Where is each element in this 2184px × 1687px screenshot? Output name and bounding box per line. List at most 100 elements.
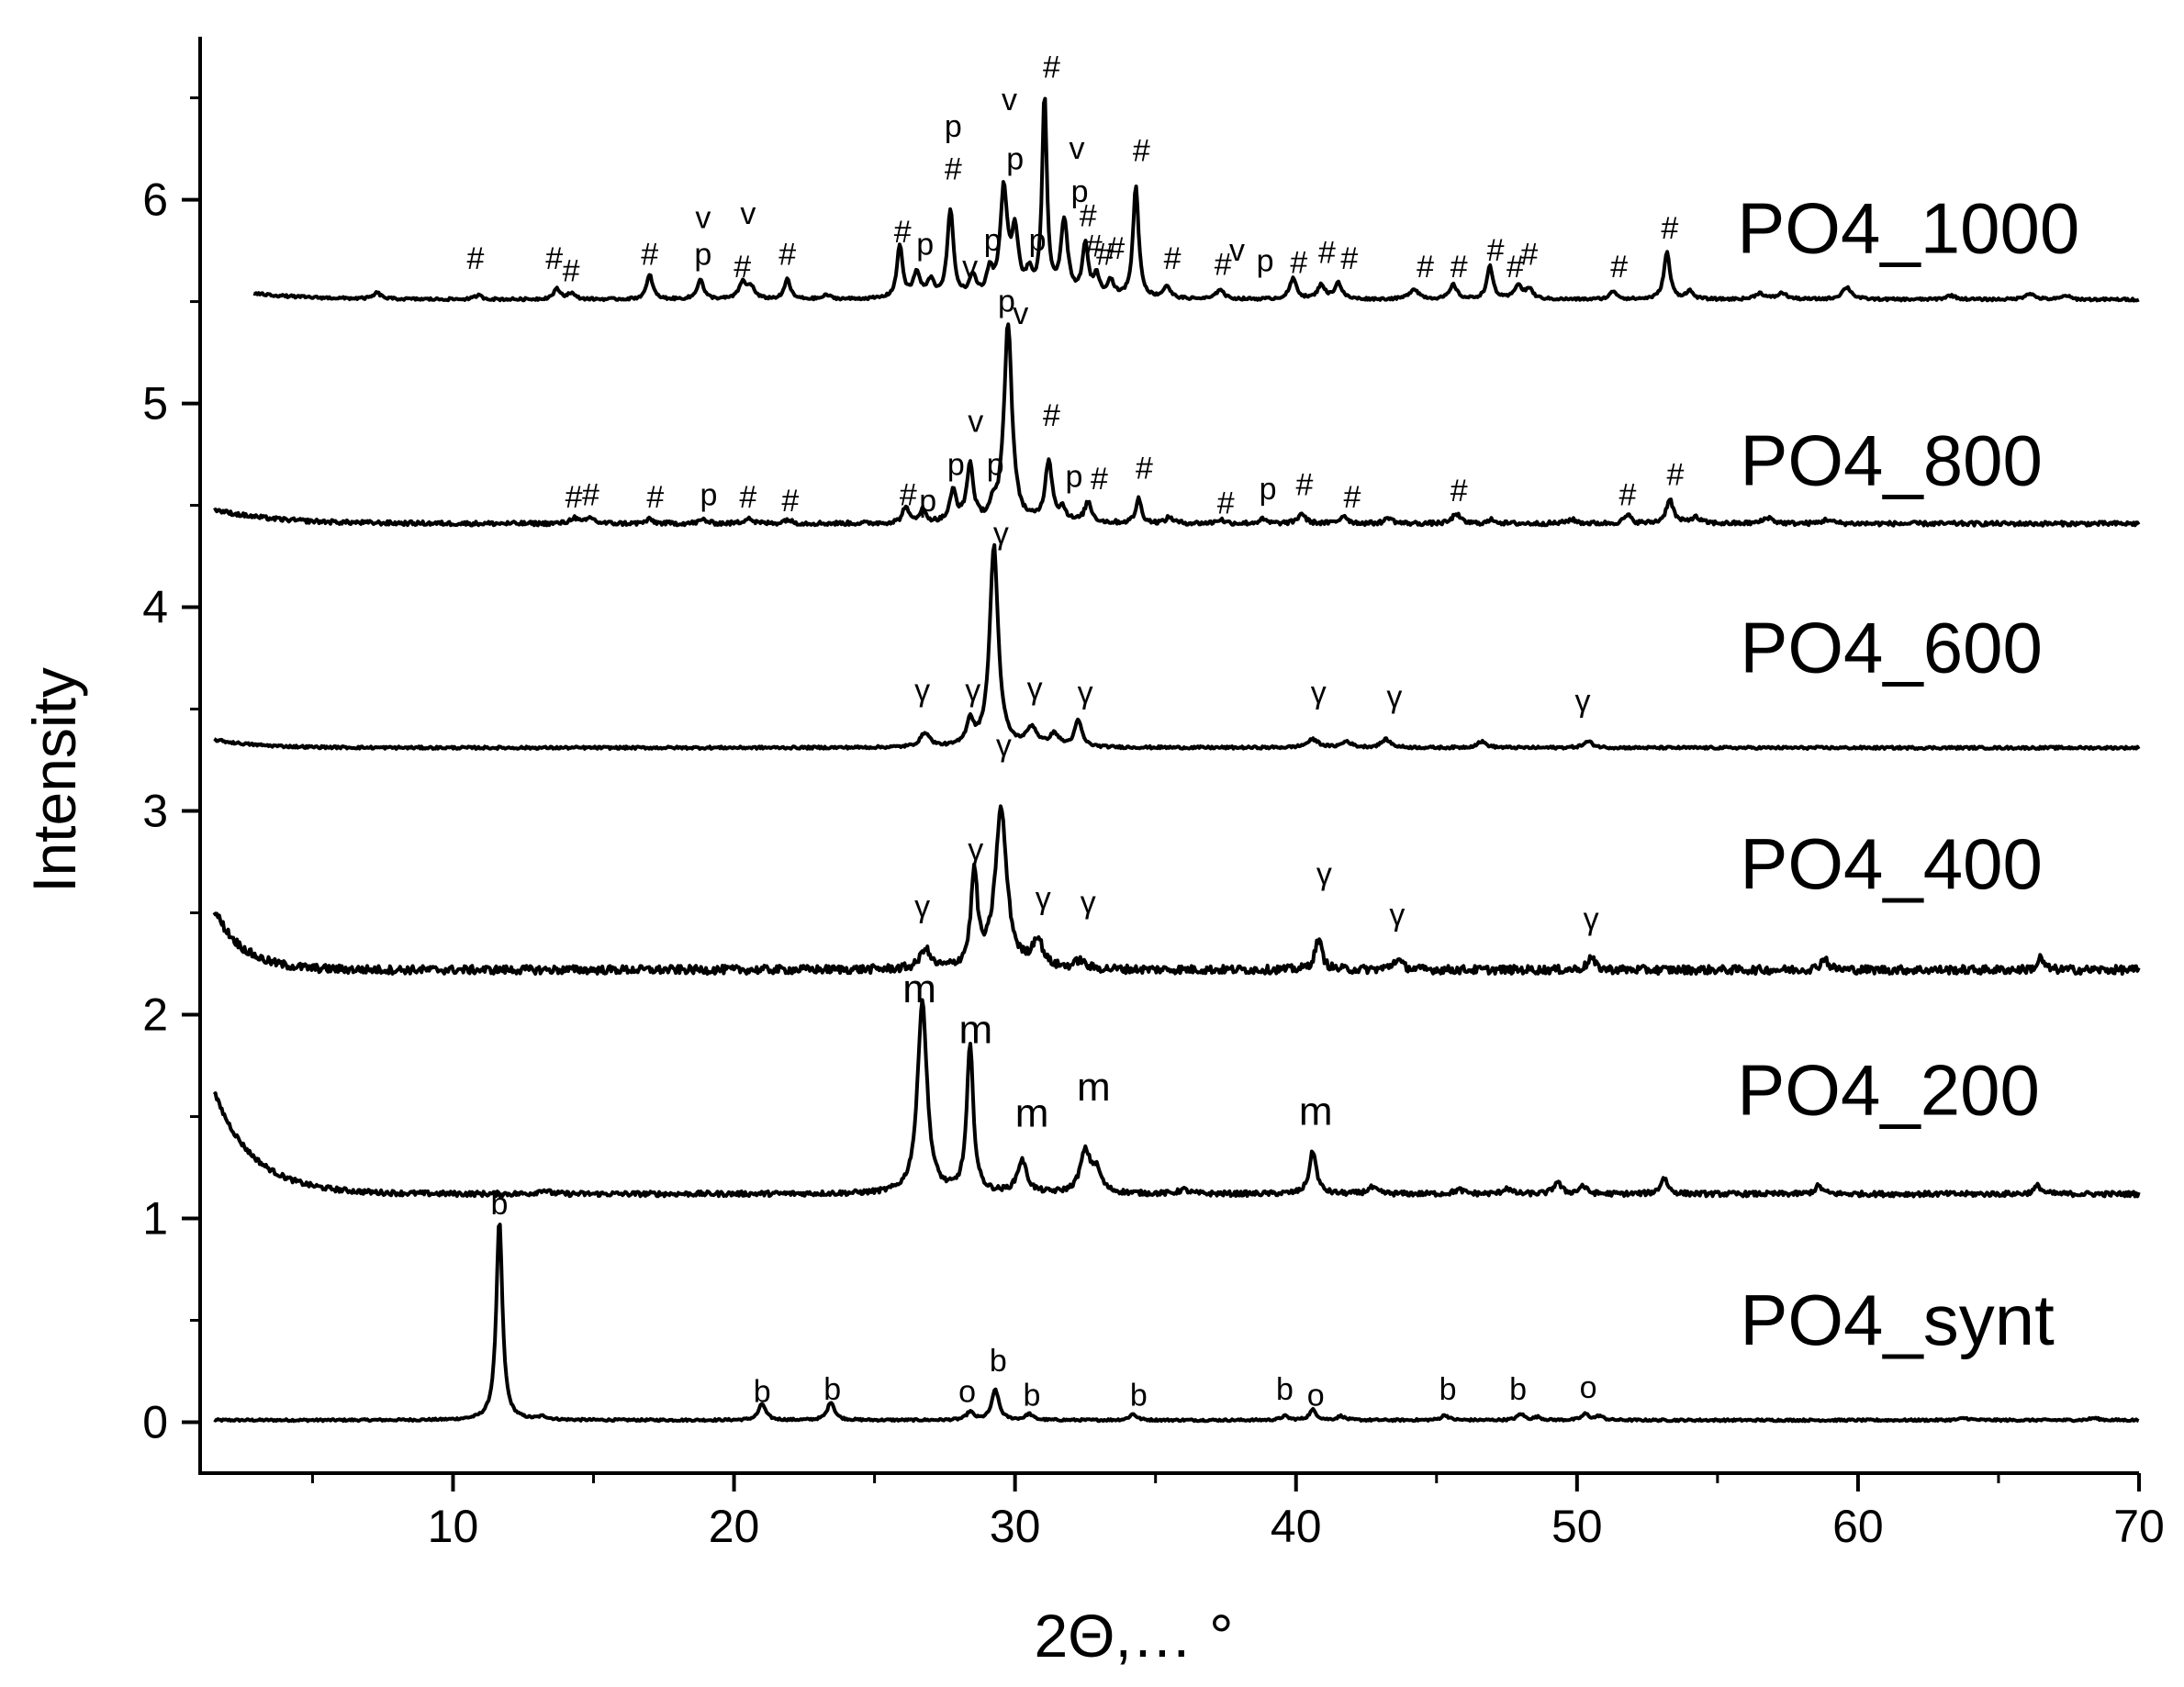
peak-mark: p <box>1065 460 1082 495</box>
peak-mark: # <box>467 241 485 276</box>
peak-mark: γ <box>1386 679 1402 714</box>
y-tick-label: 2 <box>142 989 168 1041</box>
y-tick-label: 1 <box>142 1193 168 1245</box>
peak-mark: # <box>778 238 796 273</box>
peak-mark: v <box>962 250 978 285</box>
peak-mark: p <box>916 228 934 263</box>
peak-mark: # <box>1215 248 1232 283</box>
peak-mark: # <box>734 250 751 285</box>
peak-mark: m <box>1299 1089 1333 1134</box>
peak-mark: p <box>1006 141 1024 176</box>
peak-mark: # <box>1661 211 1678 246</box>
peak-mark: # <box>900 478 917 513</box>
series-labels: PO4_synt PO4_200 PO4_400 PO4_600 PO4_800 PO4_… <box>1737 187 2079 1360</box>
peak-mark: m <box>902 966 936 1011</box>
peak-mark: # <box>781 484 799 519</box>
peak-mark: # <box>1318 235 1336 270</box>
peak-mark: b <box>823 1372 841 1407</box>
peak-mark: # <box>1217 486 1235 520</box>
series-label-po4_800: PO4_800 <box>1740 419 2043 500</box>
traces <box>212 96 2141 1424</box>
x-tick-label: 30 <box>990 1501 1041 1552</box>
peak-mark: b <box>1439 1372 1457 1407</box>
peak-mark: # <box>1417 250 1434 285</box>
peak-mark: # <box>1107 231 1125 266</box>
peak-mark: γ <box>965 674 980 709</box>
x-tick-label: 60 <box>1832 1501 1884 1552</box>
peak-mark: γ <box>968 832 983 867</box>
peak-mark: # <box>1080 198 1097 233</box>
axes: 10 20 30 40 50 60 70 0 1 2 3 4 5 6 <box>142 37 2165 1552</box>
series-label-po4_1000: PO4_1000 <box>1737 187 2079 268</box>
peak-mark: p <box>987 447 1004 482</box>
peak-mark: # <box>563 253 580 288</box>
peak-mark: m <box>1015 1091 1049 1136</box>
peak-mark: v <box>695 201 711 236</box>
peak-mark: # <box>1666 457 1684 492</box>
peak-mark: v <box>968 405 983 440</box>
peak-mark: γ <box>1078 676 1093 710</box>
peak-mark: p <box>945 109 962 144</box>
peak-mark: # <box>1290 246 1307 281</box>
peak-mark: γ <box>1574 684 1590 719</box>
peak-mark: γ <box>1081 886 1096 921</box>
peak-mark: o <box>1307 1379 1325 1413</box>
peak-mark: # <box>545 241 563 276</box>
peak-mark: # <box>582 478 599 513</box>
peak-mark: # <box>641 238 658 273</box>
peak-mark: # <box>1450 474 1468 508</box>
series-line-po4_400 <box>212 804 2141 976</box>
peak-mark: γ <box>996 729 1012 764</box>
x-tick-label: 10 <box>428 1501 479 1552</box>
peak-mark: # <box>945 151 962 186</box>
y-tick-label: 4 <box>142 582 168 633</box>
x-tick-label: 20 <box>709 1501 760 1552</box>
peak-mark: γ <box>993 517 1009 552</box>
peak-mark: p <box>700 478 718 513</box>
peak-mark: # <box>646 480 664 515</box>
peak-mark: # <box>1096 238 1114 273</box>
x-tick-label: 50 <box>1551 1501 1603 1552</box>
peak-mark: p <box>1071 174 1089 209</box>
y-tick-label: 5 <box>142 378 168 430</box>
series-line-po4_600 <box>213 542 2141 751</box>
peak-mark: # <box>1295 467 1313 502</box>
peak-mark: p <box>1029 223 1047 258</box>
peak-mark: γ <box>914 889 930 924</box>
peak-mark: v <box>1069 131 1084 166</box>
series-label-po4_400: PO4_400 <box>1740 823 2043 904</box>
peak-mark: o <box>1580 1370 1597 1405</box>
x-tick-label: 40 <box>1271 1501 1322 1552</box>
series-label-po4_synt: PO4_synt <box>1740 1279 2055 1360</box>
axis-lines <box>198 37 2139 1475</box>
peak-mark: v <box>1002 83 1017 117</box>
peak-mark: # <box>1043 50 1060 84</box>
peak-mark: v <box>1229 233 1245 268</box>
peak-mark: b <box>990 1344 1007 1379</box>
peak-mark: # <box>1618 478 1636 513</box>
peak-mark: γ <box>1389 898 1405 933</box>
peak-mark: v <box>740 196 756 231</box>
peak-mark: γ <box>1316 856 1332 891</box>
peak-mark: o <box>958 1374 976 1409</box>
peak-mark: γ <box>1036 881 1051 916</box>
series-label-po4_200: PO4_200 <box>1737 1049 2040 1130</box>
peak-mark: m <box>958 1008 992 1053</box>
peak-mark: γ <box>1027 671 1043 706</box>
peak-mark: b <box>1024 1379 1041 1413</box>
peak-mark: p <box>998 285 1015 319</box>
peak-mark: # <box>1450 250 1468 285</box>
peak-mark: b <box>1130 1379 1148 1413</box>
series-line-po4_1000 <box>252 96 2140 303</box>
peak-mark: # <box>739 480 756 515</box>
series-line-po4_800 <box>213 322 2141 528</box>
y-tick-label: 6 <box>142 174 168 226</box>
peak-mark: # <box>1085 229 1103 264</box>
peak-mark: # <box>1091 462 1108 497</box>
peak-mark: v <box>1013 296 1028 331</box>
y-axis-title: Intensity <box>20 667 88 893</box>
y-tick-label: 0 <box>142 1397 168 1448</box>
peak-mark: # <box>1506 250 1524 285</box>
